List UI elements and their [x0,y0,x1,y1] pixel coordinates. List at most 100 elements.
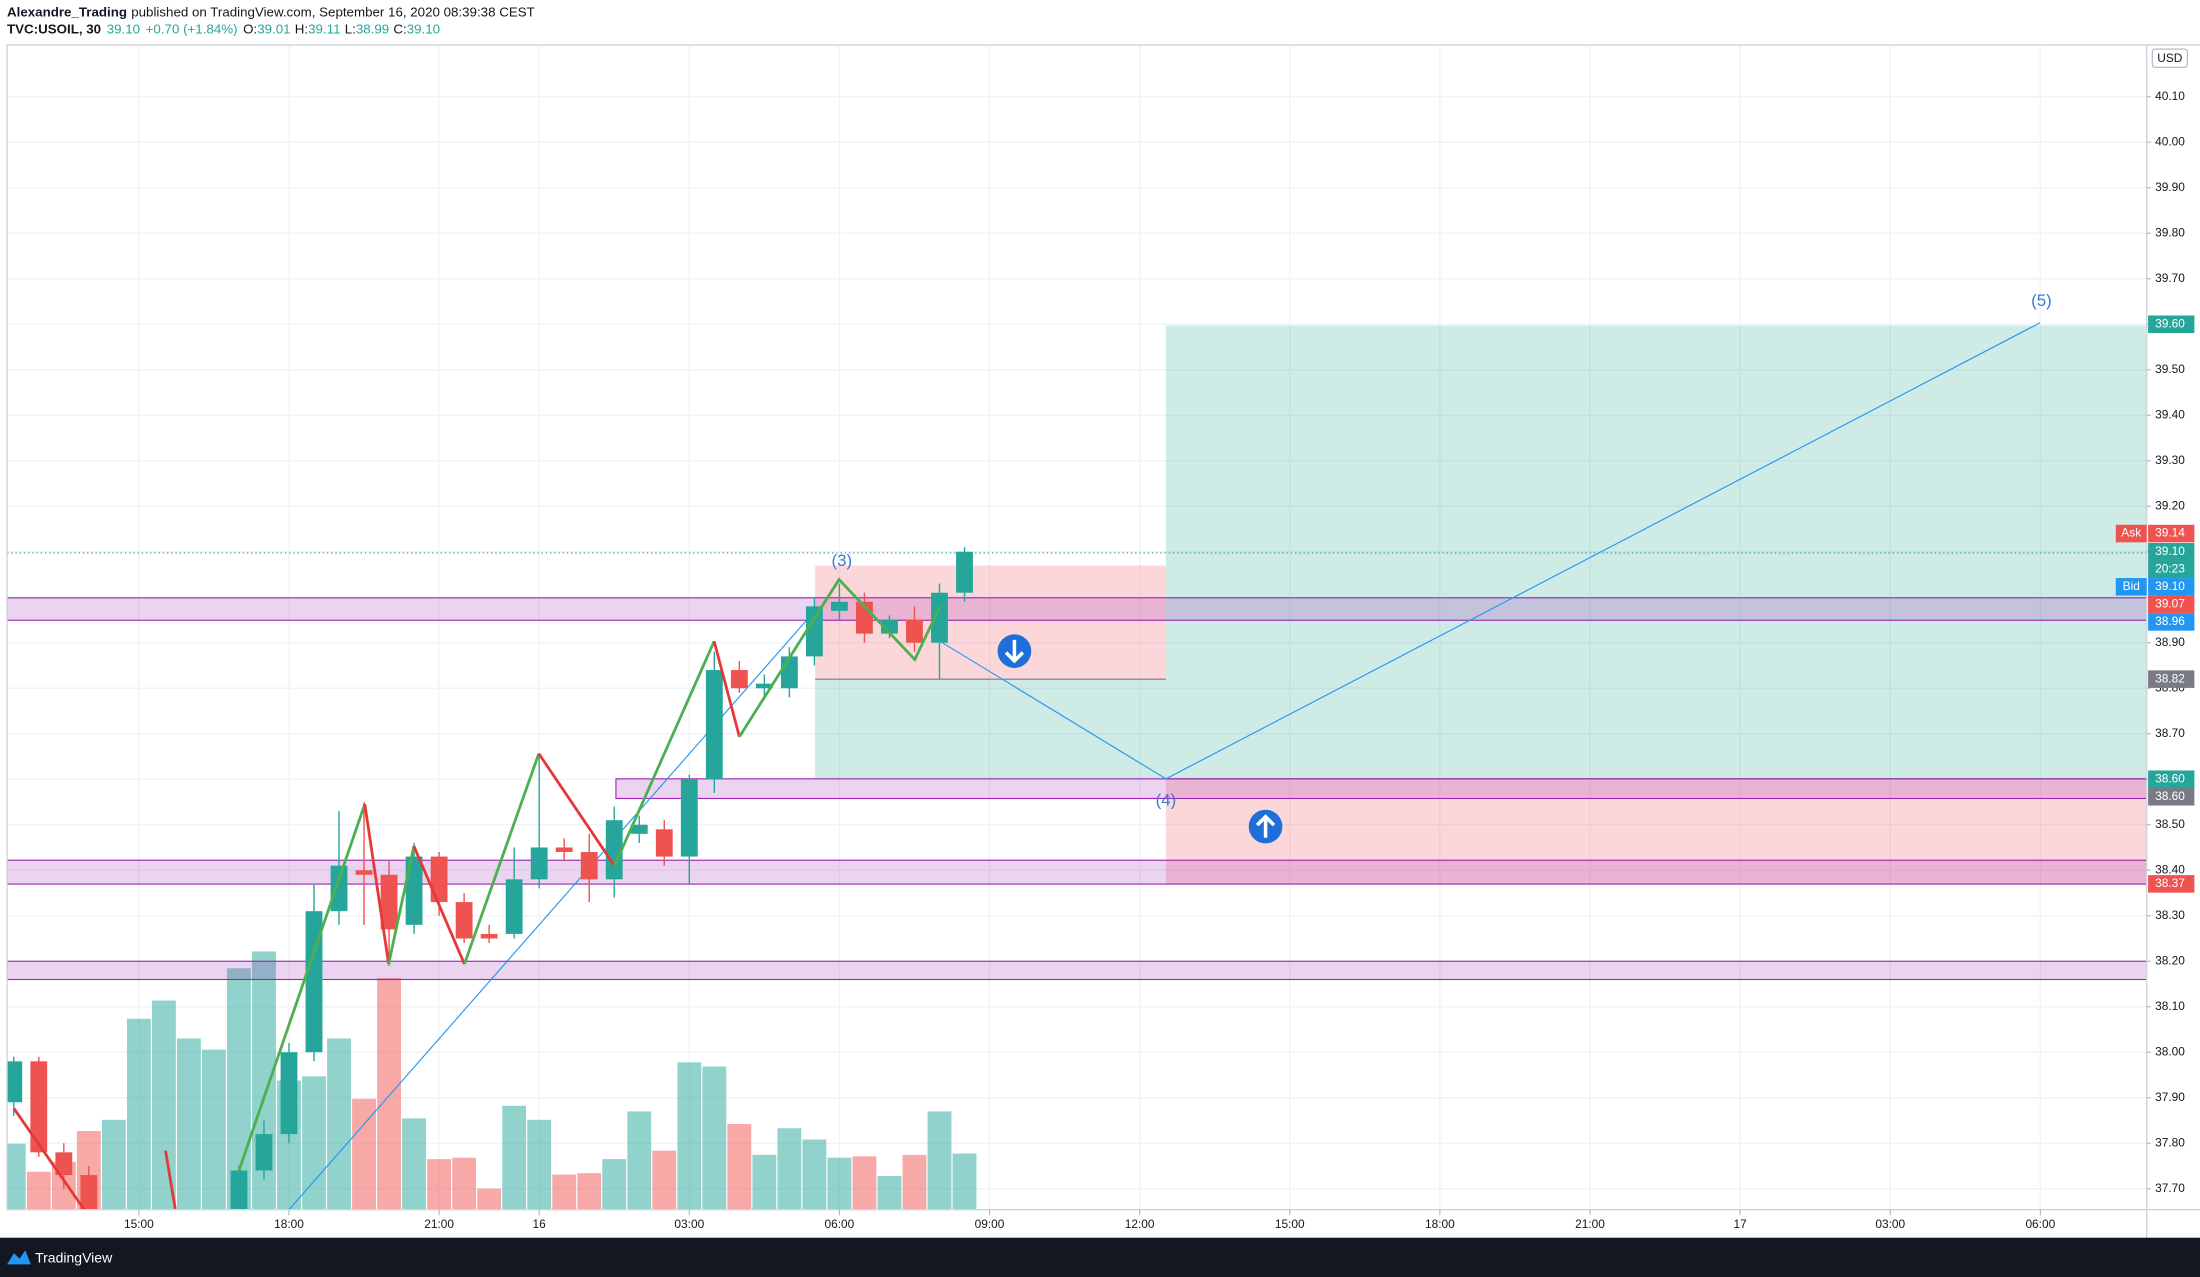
long-target-zone [1165,325,2147,779]
y-tick-label: 38.70 [2155,726,2185,740]
volume-bar [101,1119,126,1210]
volume-bar [877,1175,902,1210]
wave-up [738,577,942,738]
x-tick-label: 16 [533,1217,547,1231]
volume-bar [126,1018,151,1210]
x-tick-label: 18:00 [274,1217,304,1231]
x-tick-label: 03:00 [674,1217,704,1231]
y-tick-label: 39.40 [2155,407,2185,421]
wave-label: (3) [832,551,853,570]
y-tick-label: 39.70 [2155,271,2185,285]
wave-down [412,845,466,965]
volume-bar [527,1119,552,1210]
volume-bar [7,1143,26,1210]
drawings [7,322,2147,1210]
price-tags: 39.60 39.14 Ask 39.10 20:23 39.10 Bid 39.07 38.9… [2115,315,2195,893]
volume-bar [176,1038,201,1210]
candle-body [480,933,498,939]
y-tick-label: 40.10 [2155,89,2185,103]
candle-body [730,670,748,689]
arrow-up-icon [1248,809,1283,844]
price-tag [2148,788,2195,806]
candle-body [355,870,373,875]
price-tag [2148,770,2195,789]
candle-body [530,847,548,880]
ohlc-label: L: [345,21,356,36]
wave-up [237,803,367,1173]
zone [7,597,2147,621]
price-tag [2148,578,2195,596]
candle-body [580,852,598,880]
candle-body [705,670,723,780]
y-tick-label: 38.30 [2155,908,2185,922]
candle-body [555,847,573,853]
y-tick-label: 38.10 [2155,999,2185,1013]
wave-down [164,1150,177,1210]
y-tick-label: 37.90 [2155,1090,2185,1104]
candle-body [680,779,698,857]
y-tick-label: 38.20 [2155,953,2185,967]
wave-down [12,1107,86,1210]
price-tag-kind: Ask [2121,526,2141,540]
price-tag-label: 38.37 [2155,876,2185,890]
volume-bar [26,1171,51,1210]
candle-body [505,879,523,934]
header-line: Alexandre_Trading published on TradingVie… [7,4,535,19]
volume-bar [452,1157,477,1210]
price-tag-kind-box [2115,578,2147,596]
volume-bar [552,1174,577,1210]
volume-bar [477,1188,502,1210]
y-tick-label: 38.00 [2155,1044,2185,1058]
x-tick-label: 21:00 [1575,1217,1605,1231]
price-tag [2148,613,2195,631]
volume-bar [151,1000,176,1210]
candle-body [455,902,473,939]
published: published on TradingView.com, September … [131,4,535,19]
x-tick-label: 15:00 [124,1217,154,1231]
volume-bar [402,1118,427,1210]
price-tag [2148,670,2195,688]
volume-bar [727,1124,752,1210]
ohlc-label: H: [295,21,308,36]
candle-body [655,829,673,857]
last-price: 39.10 [107,21,140,36]
candle-body [80,1175,98,1210]
candle-body [380,874,398,930]
candle-body [280,1052,298,1135]
candle-body [931,592,948,643]
price-tag [2148,524,2195,543]
candle-body [430,856,448,903]
x-tick-label: 09:00 [975,1217,1005,1231]
y-tick-label: 38.40 [2155,862,2185,876]
price-tag-label: 20:23 [2155,561,2185,575]
price-tag [2148,542,2195,561]
currency-box [2151,48,2188,68]
price-tag-kind-box [2115,524,2147,543]
wave-label: (4) [1156,791,1177,810]
price-tag [2148,560,2195,579]
y-tick-label: 39.30 [2155,453,2185,467]
candle-body [605,820,623,880]
volume-bar [677,1062,702,1210]
x-tick-label: 17 [1733,1217,1747,1231]
price-tag [2148,595,2195,614]
price-tag-label: 39.10 [2155,579,2185,593]
price-tag [2148,875,2195,893]
symbol-line: TVC:USOIL, 30 39.10 +0.70 (+1.84%) O:39.01 H… [7,21,440,36]
candle-body [805,606,823,657]
trend-line [288,610,816,1210]
price-tag-label: 38.60 [2155,789,2185,803]
author: Alexandre_Trading [7,4,127,19]
wave-up [387,845,416,965]
y-tick-label: 38.50 [2155,817,2185,831]
price-tag-label: 38.82 [2155,671,2185,685]
y-tick-label: 37.70 [2155,1181,2185,1195]
volume-bar [777,1128,802,1210]
price-tag-kind: Bid [2123,579,2140,593]
wave-up [463,753,541,965]
candle-body [780,656,798,689]
footer-bar [0,1237,2200,1277]
x-tick-label: 21:00 [424,1217,454,1231]
